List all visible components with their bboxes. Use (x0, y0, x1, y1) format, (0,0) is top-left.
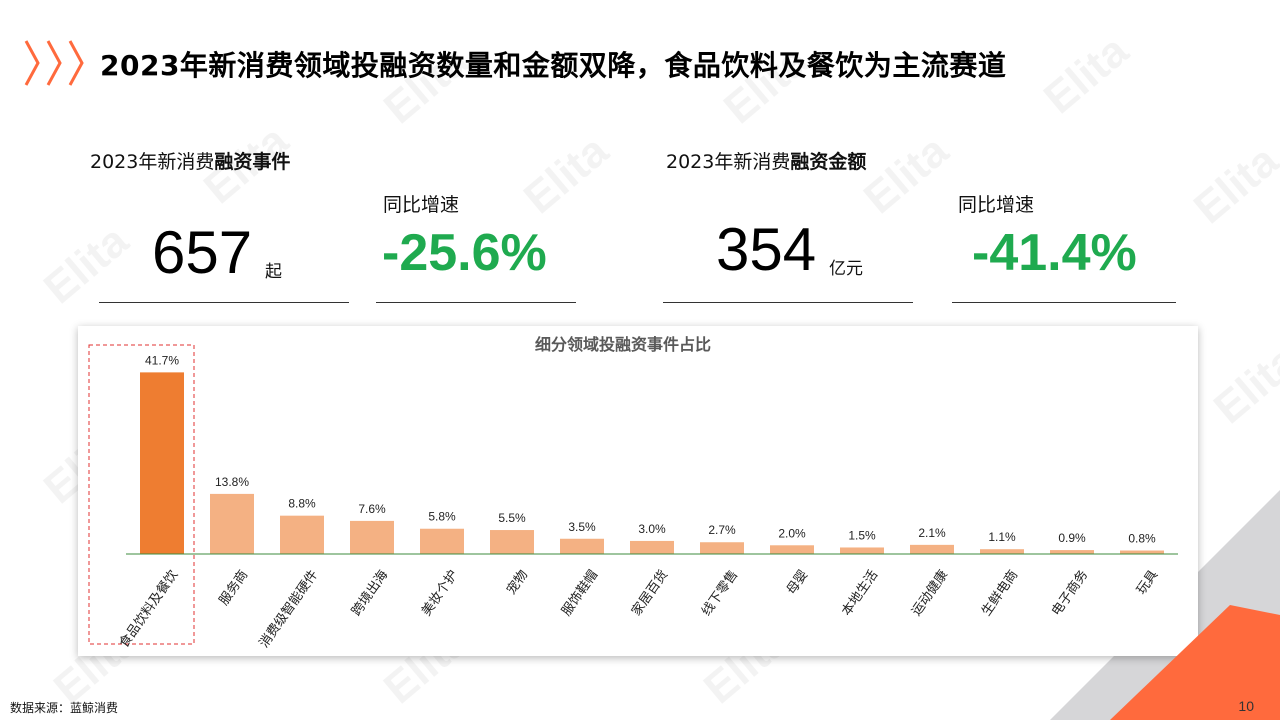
left-kpi-unit: 起 (265, 262, 282, 282)
bar-8 (630, 540, 674, 554)
category-label-2: 服务商 (216, 567, 251, 608)
category-label-10: 母婴 (784, 568, 811, 598)
left-growth-value: -25.6% (382, 224, 547, 282)
data-label-8: 3.0% (638, 522, 666, 536)
left-growth-label: 同比增速 (383, 194, 460, 216)
data-label-3: 8.8% (288, 497, 316, 511)
category-label-6: 宠物 (503, 567, 531, 597)
right-kpi-value: 354 (716, 216, 817, 283)
left-kpi-label-prefix: 2023年新消费 (90, 151, 215, 173)
bar-9 (700, 542, 744, 554)
bar-13 (980, 549, 1024, 554)
bar-10 (770, 545, 814, 554)
watermark: Elita (1035, 26, 1138, 124)
category-label-15: 玩具 (1134, 568, 1161, 598)
left-growth-divider (376, 302, 576, 303)
bar-2 (210, 493, 254, 554)
data-label-15: 0.8% (1128, 532, 1156, 546)
category-label-1: 食品饮料及餐饮 (116, 567, 181, 651)
category-label-8: 家居百货 (628, 567, 671, 619)
right-kpi-unit: 亿元 (829, 259, 863, 279)
watermark: Elita (515, 126, 618, 224)
category-label-4: 跨境出海 (349, 568, 391, 619)
right-growth-divider (952, 302, 1176, 303)
data-label-7: 3.5% (568, 520, 596, 534)
data-label-6: 5.5% (498, 511, 526, 525)
category-label-7: 服饰鞋帽 (558, 567, 601, 619)
category-label-5: 美妆个护 (419, 568, 461, 619)
watermark: Elita (35, 216, 138, 314)
page-number: 10 (1238, 698, 1254, 714)
left-kpi-divider (99, 302, 349, 303)
bar-chart: 细分领域投融资事件占比 41.7% 食品饮料及餐饮 13.8% 服务商 8.8% 消费级智… (88, 335, 1178, 651)
highlight-box (88, 344, 195, 645)
watermark: Elita (1205, 336, 1280, 434)
right-kpi-divider (663, 302, 913, 303)
bar-4 (350, 520, 394, 554)
data-label-5: 5.8% (428, 510, 456, 524)
category-label-14: 电子商务 (1048, 567, 1091, 619)
bar-11 (840, 547, 884, 554)
category-label-12: 运动健康 (908, 567, 951, 619)
chevron-right-icon (24, 40, 84, 86)
right-kpi-label-prefix: 2023年新消费 (666, 151, 791, 173)
data-label-13: 1.1% (988, 530, 1016, 544)
data-label-1: 41.7% (145, 353, 179, 367)
bar-5 (420, 528, 464, 554)
right-kpi-label: 2023年新消费融资金额 (666, 147, 866, 174)
right-growth-label: 同比增速 (958, 194, 1035, 216)
corner-decoration-orange (1110, 605, 1280, 720)
data-label-12: 2.1% (918, 526, 946, 540)
chart-title: 细分领域投融资事件占比 (535, 335, 711, 354)
bar-3 (280, 515, 324, 554)
data-label-2: 13.8% (215, 475, 249, 489)
watermark: Elita (1185, 136, 1280, 234)
data-label-4: 7.6% (358, 502, 386, 516)
bar-15 (1120, 550, 1164, 554)
bars-group: 41.7% 食品饮料及餐饮 13.8% 服务商 8.8% 消费级智能硬件 7.6% 跨境出海 5… (116, 353, 1164, 651)
page-title: 2023年新消费领域投融资数量和金额双降，食品饮料及餐饮为主流赛道 (100, 49, 1007, 82)
data-label-9: 2.7% (708, 523, 736, 537)
bar-12 (910, 544, 954, 554)
data-label-11: 1.5% (848, 528, 876, 542)
category-label-9: 线下零售 (698, 567, 741, 619)
left-kpi-value: 657 (152, 219, 253, 286)
data-source-note: 数据来源：蓝鲸消费 (10, 701, 119, 715)
left-kpi-label-bold: 融资事件 (214, 151, 291, 173)
right-growth-value: -41.4% (972, 224, 1137, 282)
watermark: Elita (855, 126, 958, 224)
chart-card: 细分领域投融资事件占比 41.7% 食品饮料及餐饮 13.8% 服务商 8.8% 消费级智… (78, 326, 1198, 656)
category-label-11: 本地生活 (839, 568, 881, 619)
bar-1 (140, 372, 184, 554)
data-label-10: 2.0% (778, 526, 806, 540)
left-kpi-label: 2023年新消费融资事件 (90, 147, 290, 174)
data-label-14: 0.9% (1058, 531, 1086, 545)
category-label-3: 消费级智能硬件 (257, 568, 321, 651)
bar-14 (1050, 550, 1094, 554)
right-kpi-label-bold: 融资金额 (790, 151, 867, 173)
category-label-13: 生鲜电商 (979, 568, 1021, 619)
bar-7 (560, 538, 604, 554)
bar-6 (490, 530, 534, 554)
